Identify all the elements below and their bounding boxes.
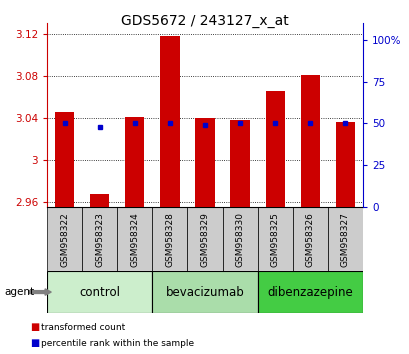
- Bar: [187, 207, 222, 271]
- Text: GSM958330: GSM958330: [235, 212, 244, 267]
- Bar: [152, 207, 187, 271]
- Text: GSM958324: GSM958324: [130, 212, 139, 267]
- Bar: [257, 271, 362, 313]
- Bar: [230, 120, 249, 207]
- Bar: [300, 75, 319, 207]
- Text: transformed count: transformed count: [41, 323, 125, 332]
- Bar: [292, 207, 327, 271]
- Bar: [195, 118, 214, 207]
- Bar: [327, 207, 362, 271]
- Text: GSM958327: GSM958327: [340, 212, 349, 267]
- Text: percentile rank within the sample: percentile rank within the sample: [41, 339, 193, 348]
- Bar: [90, 194, 109, 207]
- Text: GDS5672 / 243127_x_at: GDS5672 / 243127_x_at: [121, 14, 288, 28]
- Text: ■: ■: [30, 338, 39, 348]
- Text: GSM958322: GSM958322: [60, 212, 69, 267]
- Text: GSM958323: GSM958323: [95, 212, 104, 267]
- Text: agent: agent: [4, 287, 34, 297]
- Bar: [82, 207, 117, 271]
- Text: GSM958325: GSM958325: [270, 212, 279, 267]
- Text: ■: ■: [30, 322, 39, 332]
- Text: GSM958326: GSM958326: [305, 212, 314, 267]
- Bar: [265, 91, 284, 207]
- Text: bevacizumab: bevacizumab: [165, 286, 244, 298]
- Text: control: control: [79, 286, 120, 298]
- Bar: [55, 113, 74, 207]
- Bar: [117, 207, 152, 271]
- Bar: [335, 122, 354, 207]
- Text: dibenzazepine: dibenzazepine: [267, 286, 352, 298]
- Bar: [47, 271, 152, 313]
- Bar: [257, 207, 292, 271]
- Text: GSM958329: GSM958329: [200, 212, 209, 267]
- Bar: [125, 116, 144, 207]
- Bar: [160, 36, 179, 207]
- Bar: [152, 271, 257, 313]
- Bar: [222, 207, 257, 271]
- Text: GSM958328: GSM958328: [165, 212, 174, 267]
- Bar: [47, 207, 82, 271]
